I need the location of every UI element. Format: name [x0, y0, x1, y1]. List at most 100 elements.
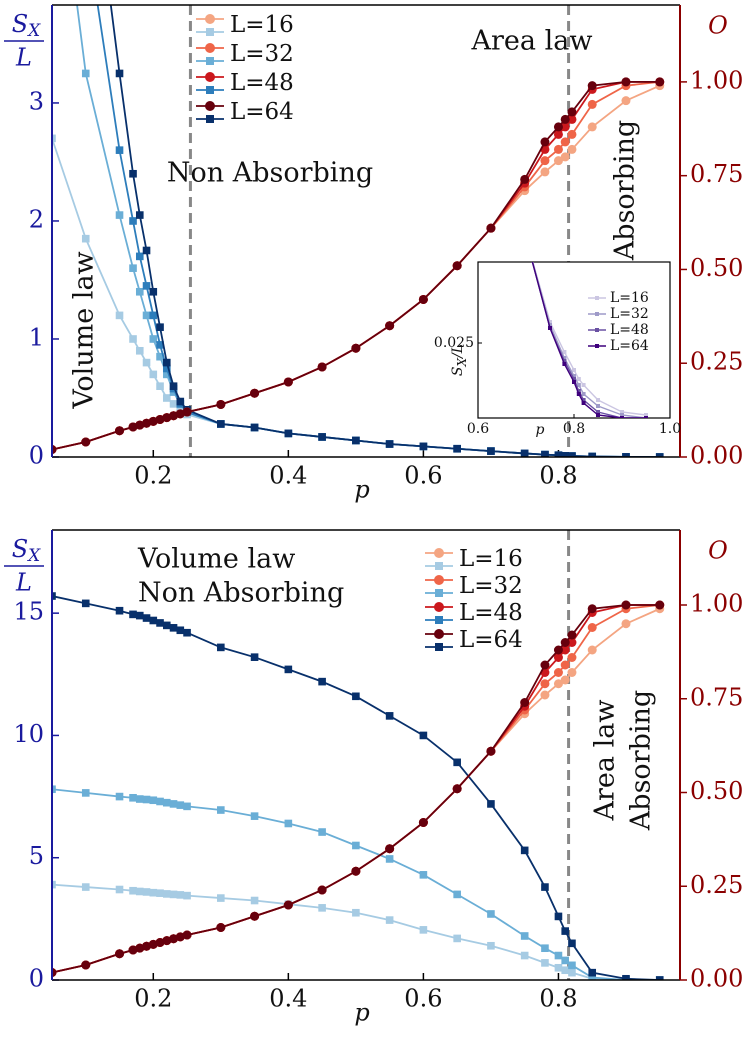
x-tick-label: 0.4 [269, 462, 307, 490]
s-point [142, 358, 151, 367]
o-point [587, 99, 597, 109]
o-point [621, 619, 631, 629]
s-point [622, 453, 630, 457]
panel: 0.2 0.4 0.6 0.801230.000.250.500.751.00SXLO… [4, 4, 743, 504]
o-point [148, 939, 158, 949]
x-tick-label: 0.8 [539, 985, 577, 1013]
o-point [540, 679, 550, 689]
o-point [283, 377, 293, 387]
s-point [149, 796, 158, 805]
o-point [540, 156, 550, 166]
y2-tick-label: 0.00 [690, 965, 743, 993]
o-point [567, 638, 577, 647]
s-point [135, 611, 144, 620]
s-point [142, 311, 151, 320]
o-point [385, 844, 395, 854]
s-point [622, 974, 630, 980]
y-tick-label: 1 [29, 323, 44, 351]
s-point [576, 389, 581, 393]
s-point [250, 423, 259, 432]
legend-label: L=64 [230, 99, 294, 125]
s-point [572, 374, 576, 378]
s-point [135, 211, 144, 219]
o-point [553, 645, 563, 655]
annotation: Non Absorbing [167, 158, 373, 189]
o-point [155, 938, 165, 947]
s-point [520, 932, 529, 940]
s-point [142, 888, 151, 896]
panel: 0.2 0.4 0.6 0.8 0 5 10 15 0.00 0.25 0.50 0.75 1.00 SX… [4, 529, 743, 1027]
s-point [169, 382, 178, 390]
legend-label: L=16 [610, 290, 649, 306]
s-point [162, 621, 171, 630]
s-point [562, 359, 567, 363]
s-point [385, 855, 394, 863]
o-point [182, 930, 192, 940]
o-point [567, 129, 577, 139]
s-point [655, 453, 664, 457]
s-point [156, 352, 164, 361]
s-point [596, 404, 600, 408]
s-point [487, 447, 495, 455]
s-point [250, 896, 259, 905]
o-point [540, 167, 550, 177]
s-point [596, 410, 600, 414]
o-point [385, 321, 395, 331]
s-point [115, 146, 124, 154]
y2-tick-label: 0.50 [690, 777, 743, 805]
s-point [142, 795, 151, 804]
s-point [115, 792, 124, 801]
s-point [176, 891, 185, 899]
s-point [352, 436, 360, 445]
axis-label: L [15, 569, 32, 597]
s-point [520, 951, 529, 960]
o-point [128, 422, 138, 432]
x-tick-label: 0.8 [539, 462, 577, 490]
s-point [561, 966, 570, 975]
o-point [283, 900, 293, 910]
annotation: Absorbing [626, 690, 657, 831]
s-point [129, 886, 137, 895]
o-point [567, 107, 577, 117]
o-point [169, 411, 179, 421]
o-point [540, 137, 550, 147]
y2-axis-label: O [708, 12, 728, 40]
o-point [81, 437, 91, 447]
s-point [561, 452, 570, 457]
legend-label: L=48 [610, 322, 649, 338]
s-point [568, 939, 576, 948]
x-tick-label: 0.4 [269, 985, 307, 1013]
s-point [162, 364, 171, 373]
s-point [156, 619, 164, 627]
o-point [162, 413, 172, 423]
legend-marker [434, 548, 444, 558]
s-point [576, 377, 581, 381]
s-point [453, 890, 461, 899]
o-point [169, 934, 179, 944]
legend-label: L=48 [459, 600, 523, 626]
o-point [560, 114, 570, 124]
s-point [541, 959, 549, 967]
s-point [284, 429, 293, 438]
s-point [135, 287, 144, 296]
x-tick-label: 0.8 [563, 421, 585, 437]
s-point [620, 416, 624, 418]
legend-marker [206, 57, 214, 65]
o-point [486, 746, 496, 756]
s-point [149, 370, 158, 379]
s-point [644, 413, 648, 417]
s-point [135, 346, 144, 355]
s-point [115, 885, 124, 894]
o-point [216, 923, 226, 932]
legend-label: L=64 [459, 627, 523, 653]
s-point [520, 846, 529, 855]
o-point [115, 426, 125, 436]
s-point [572, 380, 576, 384]
legend-marker [434, 602, 444, 612]
y2-tick-label: 0.00 [690, 442, 743, 470]
o-point [655, 600, 665, 610]
s-point [135, 887, 144, 896]
s-point [352, 692, 360, 701]
s-point [162, 798, 171, 807]
x-axis-label: p [354, 999, 369, 1027]
